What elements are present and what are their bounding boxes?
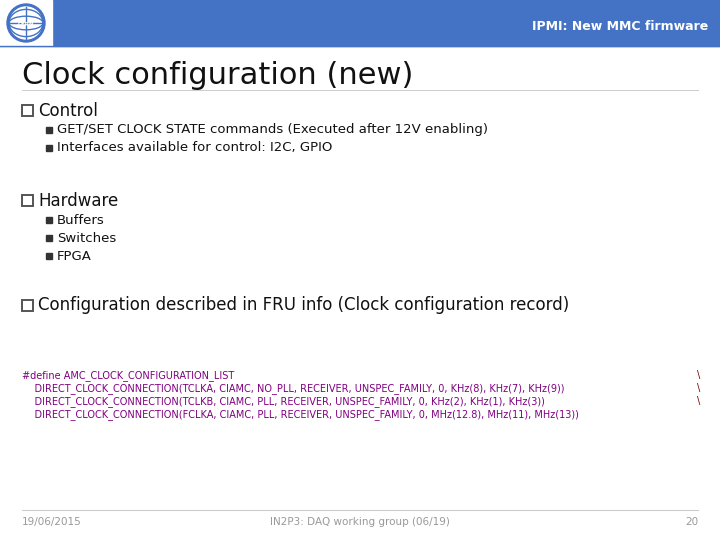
Bar	[46, 127, 52, 133]
Text: \: \	[697, 396, 701, 406]
Bar	[0, 0, 52, 46]
Text: Buffers: Buffers	[57, 213, 104, 226]
Text: Configuration described in FRU info (Clock configuration record): Configuration described in FRU info (Clo…	[38, 296, 570, 314]
Text: 20: 20	[685, 517, 698, 527]
Text: Hardware: Hardware	[38, 192, 118, 210]
Bar	[22, 195, 33, 206]
Text: IPMI: New MMC firmware: IPMI: New MMC firmware	[532, 19, 708, 32]
Bar	[46, 145, 52, 151]
Bar	[46, 217, 52, 223]
Bar	[46, 235, 52, 241]
Bar	[22, 300, 33, 311]
Bar	[0, 0, 720, 46]
Text: GET/SET CLOCK STATE commands (Executed after 12V enabling): GET/SET CLOCK STATE commands (Executed a…	[57, 124, 488, 137]
Text: 19/06/2015: 19/06/2015	[22, 517, 82, 527]
Text: DIRECT_CLOCK_CONNECTION(TCLKB, CIAMC, PLL, RECEIVER, UNSPEC_FAMILY, 0, KHz(2), K: DIRECT_CLOCK_CONNECTION(TCLKB, CIAMC, PL…	[22, 396, 545, 407]
Circle shape	[10, 7, 42, 39]
Text: FPGA: FPGA	[57, 249, 92, 262]
Text: DIRECT_CLOCK_CONNECTION(FCLKA, CIAMC, PLL, RECEIVER, UNSPEC_FAMILY, 0, MHz(12.8): DIRECT_CLOCK_CONNECTION(FCLKA, CIAMC, PL…	[22, 409, 579, 420]
Text: CERN: CERN	[18, 23, 35, 28]
Text: \: \	[697, 383, 701, 393]
Text: IN2P3: DAQ working group (06/19): IN2P3: DAQ working group (06/19)	[270, 517, 450, 527]
Text: Clock configuration (new): Clock configuration (new)	[22, 62, 413, 91]
Text: Control: Control	[38, 102, 98, 119]
Text: #define AMC_CLOCK_CONFIGURATION_LIST: #define AMC_CLOCK_CONFIGURATION_LIST	[22, 370, 234, 381]
Bar	[22, 105, 33, 116]
Text: \: \	[697, 370, 701, 380]
Circle shape	[7, 4, 45, 42]
Text: Switches: Switches	[57, 232, 116, 245]
Text: DIRECT_CLOCK_CONNECTION(TCLKA, CIAMC, NO_PLL, RECEIVER, UNSPEC_FAMILY, 0, KHz(8): DIRECT_CLOCK_CONNECTION(TCLKA, CIAMC, NO…	[22, 383, 564, 394]
Bar	[46, 253, 52, 259]
Text: Interfaces available for control: I2C, GPIO: Interfaces available for control: I2C, G…	[57, 141, 333, 154]
